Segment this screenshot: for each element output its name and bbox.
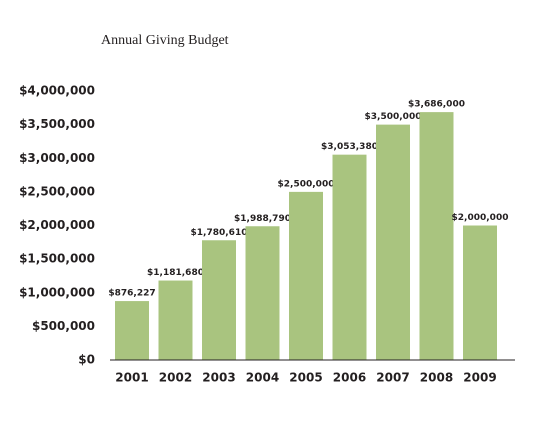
value-label: $3,053,380 — [321, 142, 378, 152]
x-tick-label: 2001 — [115, 371, 148, 385]
value-label: $1,780,610 — [191, 228, 248, 238]
value-label: $2,500,000 — [278, 179, 335, 189]
y-tick-label: $1,500,000 — [19, 252, 95, 266]
bar — [202, 240, 236, 360]
x-tick-label: 2007 — [376, 371, 409, 385]
value-label: $3,500,000 — [365, 112, 422, 122]
y-tick-label: $4,000,000 — [19, 84, 95, 98]
bar — [376, 124, 410, 360]
y-tick-label: $500,000 — [32, 319, 95, 333]
x-tick-label: 2004 — [246, 371, 279, 385]
bar — [245, 226, 280, 360]
y-tick-label: $3,500,000 — [19, 117, 95, 131]
x-tick-label: 2002 — [159, 371, 192, 385]
value-label: $1,181,680 — [147, 268, 204, 278]
value-label: $2,000,000 — [452, 213, 509, 223]
y-tick-label: $1,000,000 — [19, 285, 95, 299]
y-tick-label: $3,000,000 — [19, 151, 95, 165]
bar — [463, 225, 497, 360]
x-tick-label: 2005 — [289, 371, 322, 385]
value-label: $1,988,790 — [234, 214, 291, 224]
bar — [158, 280, 193, 360]
x-tick-label: 2008 — [420, 371, 453, 385]
bar — [332, 154, 367, 360]
value-label: $876,227 — [108, 289, 155, 299]
x-tick-label: 2006 — [333, 371, 366, 385]
x-tick-label: 2003 — [202, 371, 235, 385]
y-tick-label: $0 — [78, 353, 95, 367]
chart-title: Annual Giving Budget — [101, 33, 229, 48]
bar — [419, 112, 454, 360]
x-tick-label: 2009 — [463, 371, 496, 385]
bar — [115, 301, 149, 360]
bar — [289, 191, 323, 360]
y-tick-label: $2,000,000 — [19, 218, 95, 232]
value-label: $3,686,000 — [408, 100, 465, 110]
y-tick-label: $2,500,000 — [19, 184, 95, 198]
